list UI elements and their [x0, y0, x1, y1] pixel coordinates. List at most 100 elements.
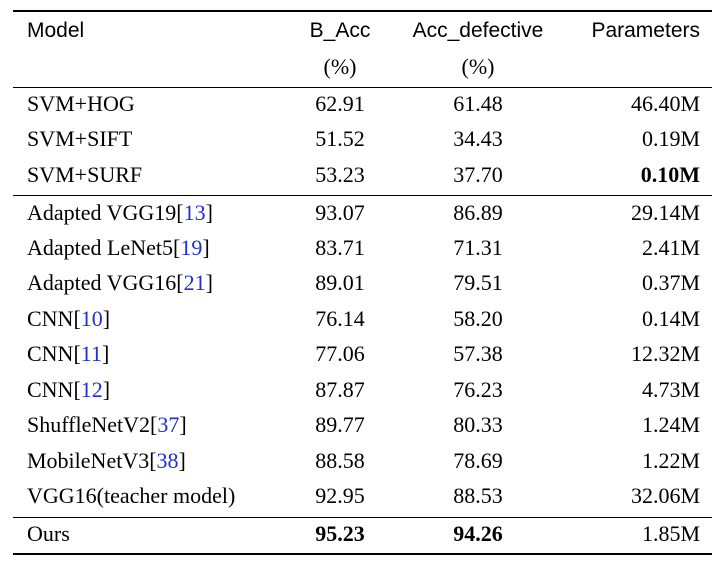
header-acc-defective: Acc_defective: [412, 19, 544, 42]
acc-defective-cell: 71.31: [453, 235, 503, 260]
model-name: CNN: [27, 341, 74, 366]
model-name-cell: ShuffleNetV2[37]: [27, 408, 187, 442]
acc-defective-cell: 76.23: [453, 377, 503, 402]
header-acc-defective-unit: (%): [461, 54, 495, 79]
citation-open-bracket: [: [149, 448, 157, 473]
citation-open-bracket: [: [173, 235, 181, 260]
model-name-cell: SVM+SIFT: [27, 122, 132, 156]
acc-defective-cell: 61.48: [453, 91, 503, 116]
header-b-acc: B_Acc: [309, 19, 371, 42]
parameters-cell: 1.85M: [641, 521, 700, 546]
parameters-cell: 0.19M: [641, 126, 700, 151]
citation-link[interactable]: 10: [80, 306, 103, 331]
model-name-cell: CNN[12]: [27, 373, 110, 407]
b-acc-cell: 93.07: [315, 200, 365, 225]
citation-open-bracket: [: [73, 377, 81, 402]
header-parameters: Parameters: [591, 19, 700, 42]
citation-close-bracket: ]: [102, 306, 111, 331]
acc-defective-cell: 58.20: [453, 306, 503, 331]
model-name-cell: Adapted VGG16[21]: [27, 266, 213, 300]
b-acc-cell: 92.95: [315, 483, 365, 508]
model-name-cell: Adapted LeNet5[19]: [27, 231, 210, 265]
acc-defective-cell: 80.33: [453, 412, 503, 437]
header-rule: [13, 87, 712, 88]
citation-open-bracket: [: [73, 306, 81, 331]
model-name: CNN: [27, 306, 74, 331]
model-name: CNN: [27, 377, 74, 402]
header-model: Model: [27, 19, 85, 42]
citation-link[interactable]: 11: [80, 341, 102, 366]
b-acc-cell: 89.77: [315, 412, 365, 437]
b-acc-cell: 77.06: [315, 341, 365, 366]
parameters-cell: 4.73M: [641, 377, 700, 402]
model-name: MobileNetV3: [27, 448, 150, 473]
b-acc-cell: 83.71: [315, 235, 365, 260]
model-name-cell: SVM+SURF: [27, 158, 142, 192]
acc-defective-cell: 37.70: [453, 162, 503, 187]
model-name: SVM+HOG: [27, 91, 135, 116]
acc-defective-cell: 78.69: [453, 448, 503, 473]
citation-link[interactable]: 38: [156, 448, 179, 473]
citation-link[interactable]: 21: [183, 270, 206, 295]
parameters-cell: 32.06M: [630, 483, 700, 508]
citation-link[interactable]: 12: [80, 377, 103, 402]
citation-open-bracket: [: [176, 200, 184, 225]
citation-close-bracket: ]: [202, 235, 210, 260]
citation-close-bracket: ]: [178, 448, 186, 473]
citation-close-bracket: ]: [205, 200, 213, 225]
acc-defective-cell: 57.38: [453, 341, 503, 366]
model-name: Ours: [27, 521, 70, 546]
model-name-cell: MobileNetV3[38]: [27, 444, 186, 478]
parameters-cell: 1.24M: [641, 412, 700, 437]
b-acc-cell: 88.58: [315, 448, 365, 473]
model-name-cell: Adapted VGG19[13]: [27, 196, 213, 230]
acc-defective-cell: 34.43: [453, 126, 503, 151]
b-acc-cell: 89.01: [315, 270, 365, 295]
citation-open-bracket: [: [73, 341, 81, 366]
model-name-cell: SVM+HOG: [27, 87, 135, 121]
parameters-cell: 2.41M: [641, 235, 700, 260]
model-name: Adapted VGG16: [27, 270, 177, 295]
b-acc-cell: 95.23: [315, 521, 365, 546]
citation-close-bracket: ]: [102, 377, 111, 402]
citation-link[interactable]: 19: [180, 235, 203, 260]
model-name: Adapted LeNet5: [27, 235, 173, 260]
model-name: ShuffleNetV2: [27, 412, 151, 437]
parameters-cell: 1.22M: [641, 448, 700, 473]
citation-close-bracket: ]: [101, 341, 110, 366]
b-acc-cell: 62.91: [315, 91, 365, 116]
model-name-cell: CNN[10]: [27, 302, 110, 336]
model-name-cell: VGG16(teacher model): [27, 479, 235, 513]
b-acc-cell: 87.87: [315, 377, 365, 402]
b-acc-cell: 51.52: [315, 126, 365, 151]
parameters-cell: 29.14M: [630, 200, 700, 225]
model-name: VGG16(teacher model): [27, 483, 236, 508]
acc-defective-cell: 86.89: [453, 200, 503, 225]
citation-close-bracket: ]: [179, 412, 187, 437]
pre-ours-rule: [13, 517, 712, 518]
model-name-cell: CNN[11]: [27, 337, 109, 371]
citation-link[interactable]: 13: [183, 200, 206, 225]
citation-open-bracket: [: [150, 412, 158, 437]
model-name: SVM+SURF: [27, 162, 143, 187]
parameters-cell: 0.10M: [640, 162, 700, 187]
acc-defective-cell: 88.53: [453, 483, 503, 508]
group-rule: [13, 195, 712, 196]
citation-link[interactable]: 37: [157, 412, 180, 437]
header-b-acc-unit: (%): [323, 54, 357, 79]
model-name-cell: Ours: [27, 517, 70, 551]
model-name: Adapted VGG19: [27, 200, 177, 225]
bottom-rule: [13, 553, 712, 555]
b-acc-cell: 76.14: [315, 306, 365, 331]
top-rule: [13, 10, 712, 12]
model-name: SVM+SIFT: [27, 126, 133, 151]
acc-defective-cell: 94.26: [453, 521, 503, 546]
citation-close-bracket: ]: [205, 270, 213, 295]
parameters-cell: 0.14M: [641, 306, 700, 331]
citation-open-bracket: [: [176, 270, 184, 295]
acc-defective-cell: 79.51: [453, 270, 503, 295]
parameters-cell: 46.40M: [630, 91, 700, 116]
parameters-cell: 0.37M: [641, 270, 700, 295]
parameters-cell: 12.32M: [630, 341, 700, 366]
